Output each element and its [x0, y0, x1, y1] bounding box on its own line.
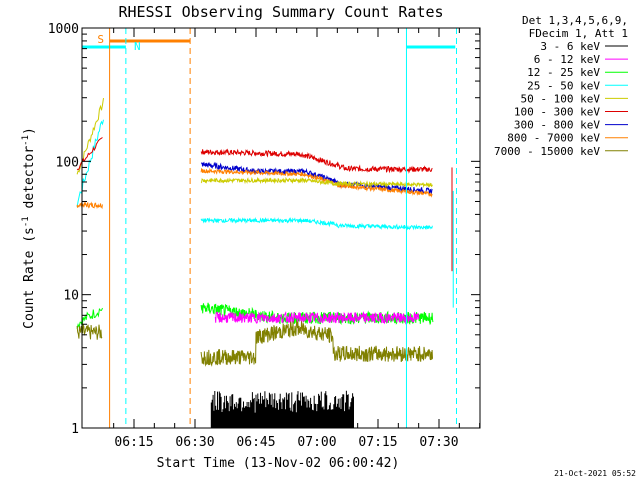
y-tick-label: 100 — [56, 155, 79, 170]
legend-label: 6 - 12 keV — [534, 53, 601, 66]
legend: Det 1,3,4,5,6,9,FDecim 1, Att 13 - 6 keV… — [494, 14, 628, 158]
series-line-25-50-kev — [76, 119, 104, 208]
legend-label: 7000 - 15000 keV — [494, 145, 600, 158]
plot-frame — [81, 27, 481, 429]
legend-label: 3 - 6 keV — [540, 40, 600, 53]
legend-label: 25 - 50 keV — [527, 79, 600, 92]
legend-label: 300 - 800 keV — [514, 119, 600, 132]
y-tick-label: 1 — [71, 422, 79, 437]
legend-label: 800 - 7000 keV — [507, 132, 600, 145]
x-tick-label: 06:45 — [236, 435, 275, 450]
series-line-25-50-kev — [200, 216, 433, 231]
series-line-800-7000-kev — [76, 201, 103, 210]
x-tick-label: 07:15 — [358, 435, 397, 450]
legend-header: FDecim 1, Att 1 — [529, 27, 628, 40]
y-axis-label-sup1: -1 — [21, 216, 31, 227]
x-tick-label: 07:00 — [297, 435, 336, 450]
y-axis-label-sup2: -1 — [21, 135, 31, 146]
series-line-100-300-kev — [200, 148, 433, 174]
legend-label: 12 - 25 keV — [527, 66, 600, 79]
annotation-layer: SN — [82, 28, 457, 428]
y-axis-label-main: Count Rate (s — [22, 227, 37, 329]
y-tick-label: 1000 — [48, 22, 79, 37]
series-line-6-12-kev — [214, 310, 420, 325]
legend-label: 100 - 300 keV — [514, 106, 600, 119]
series-line-7000-15000-kev — [76, 323, 103, 340]
data-layer — [76, 98, 454, 428]
series-line-7000-15000-kev — [200, 320, 434, 367]
x-tick-label: 06:30 — [175, 435, 214, 450]
saa-label: S — [97, 33, 104, 46]
series-line-100-300-kev — [76, 137, 103, 171]
series-line-800-7000-kev — [200, 167, 433, 198]
x-tick-label: 07:30 — [419, 435, 458, 450]
y-axis-label: Count Rate (s-1 detector-1) — [21, 127, 37, 329]
legend-header: Det 1,3,4,5,6,9, — [522, 14, 628, 27]
y-axis-label-mid: detector — [22, 146, 37, 217]
series-line-50-100-kev — [200, 176, 433, 188]
series-line-3-6-kev — [210, 390, 354, 428]
y-tick-label: 10 — [63, 289, 79, 304]
legend-label: 50 - 100 keV — [521, 92, 601, 105]
axis-layer: 1 10 100 1000 06:15 06:30 06:45 07:00 07:15 07:30 — [48, 22, 481, 450]
footer-date: 21-Oct-2021 05:52 — [554, 469, 636, 478]
series-line-12-25-kev — [76, 307, 103, 329]
night-label: N — [134, 40, 141, 53]
x-axis-label: Start Time (13-Nov-02 06:00:42) — [157, 456, 400, 471]
x-tick-label: 06:15 — [114, 435, 153, 450]
y-axis-label-end: ) — [22, 127, 37, 135]
chart-title: RHESSI Observing Summary Count Rates — [118, 3, 443, 21]
